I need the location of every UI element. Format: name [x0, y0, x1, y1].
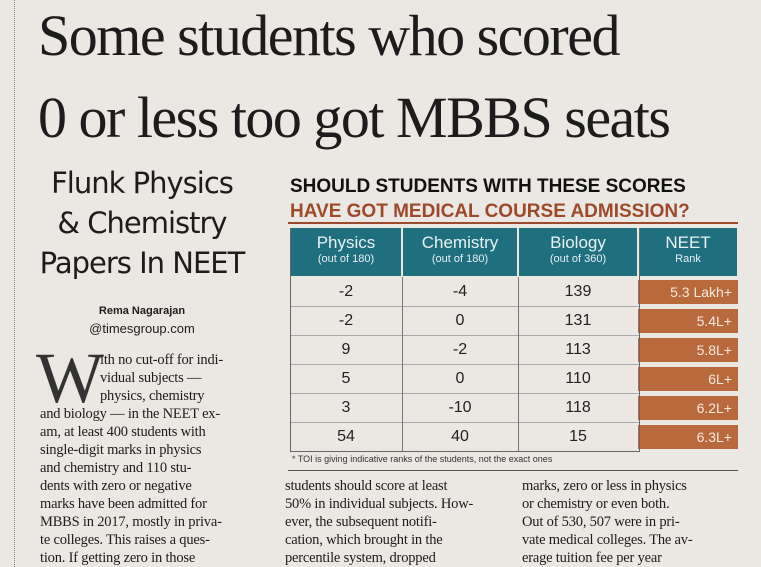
subhead: Papers In NEET [39, 246, 246, 280]
rank-cell: 6.2L+ [638, 396, 738, 420]
cell: -2 [338, 283, 354, 300]
body-line: vidual subjects — [100, 370, 202, 386]
body-line: ith no cut-off for indi- [100, 352, 223, 368]
left-rule [14, 0, 15, 567]
column-unit: (out of 180) [317, 253, 375, 265]
cell: 113 [565, 341, 591, 358]
cell: -4 [452, 283, 468, 300]
column-rule [402, 277, 403, 451]
table-frame [290, 228, 640, 452]
headline: 0 or less too got MBBS seats [38, 85, 671, 150]
byline-email: @timesgroup.com [89, 321, 195, 336]
column-rule [518, 277, 519, 451]
body-line: Out of 530, 507 were in pri- [522, 514, 680, 530]
body-line: and biology — in the NEET ex- [40, 406, 220, 422]
cell: 40 [451, 428, 469, 445]
drop-cap: W [36, 338, 104, 418]
rank-cell: 5.8L+ [638, 338, 738, 362]
table-title: SHOULD STUDENTS WITH THESE SCORES [290, 176, 686, 197]
cell: 110 [565, 370, 591, 387]
body-line: and chemistry and 110 stu- [40, 460, 192, 476]
cell: 131 [564, 312, 592, 329]
headline: Some students who scored [38, 3, 621, 68]
cell: 139 [564, 283, 592, 300]
cell: 118 [565, 399, 591, 416]
column-name: Chemistry [421, 233, 499, 252]
body-line: vate medical colleges. The av- [522, 532, 693, 548]
cell: 9 [341, 341, 351, 358]
column-name: NEET [665, 233, 711, 252]
cell: -2 [338, 312, 354, 329]
body-line: 50% in individual subjects. How- [285, 496, 474, 512]
footnote: * TOI is giving indicative ranks of the … [292, 454, 553, 464]
cell: 0 [455, 370, 465, 387]
body-line: MBBS in 2017, mostly in priva- [40, 514, 222, 530]
table-subtitle: HAVE GOT MEDICAL COURSE ADMISSION? [290, 201, 690, 222]
column-unit: (out of 180) [431, 253, 489, 265]
cell: 54 [337, 428, 355, 445]
byline-name: Rema Nagarajan [98, 305, 186, 317]
cell: -2 [452, 341, 468, 358]
subhead: & Chemistry [57, 206, 227, 240]
cell: 0 [455, 312, 465, 329]
column-header: NEET Rank [639, 228, 737, 276]
row-rule [290, 335, 640, 336]
body-line: tion. If getting zero in those [40, 550, 196, 566]
column-name: Biology [550, 233, 606, 252]
rank-cell: 5.3 Lakh+ [638, 280, 738, 304]
row-rule [290, 422, 640, 423]
cell: 3 [341, 399, 351, 416]
row-rule [290, 364, 640, 365]
body-line: am, at least 400 students with [40, 424, 206, 440]
column-unit: (out of 360) [549, 253, 607, 265]
body-line: dents with zero or negative [40, 478, 192, 494]
column-header: Physics (out of 180) [291, 228, 401, 276]
rank-cell: 6L+ [638, 367, 738, 391]
body-line: marks have been admitted for [40, 496, 207, 512]
column-unit: Rank [675, 253, 701, 265]
title-rule [288, 222, 738, 224]
column-name: Physics [316, 233, 376, 252]
cell: 5 [341, 370, 351, 387]
column-header: Biology (out of 360) [519, 228, 637, 276]
body-line: ever, the subsequent notifi- [285, 514, 437, 530]
cell: 15 [569, 428, 587, 445]
body-line: physics, chemistry [100, 388, 205, 404]
column-header: Chemistry (out of 180) [403, 228, 517, 276]
row-rule [290, 393, 640, 394]
body-line: students should score at least [285, 478, 448, 494]
row-rule [290, 306, 640, 307]
body-line: percentile system, dropped [285, 550, 436, 566]
subhead: Flunk Physics [51, 166, 234, 200]
cell: -10 [448, 399, 472, 416]
rank-cell: 5.4L+ [638, 309, 738, 333]
body-line: or chemistry or even both. [522, 496, 670, 512]
body-line: marks, zero or less in physics [522, 478, 687, 494]
body-line: cation, which brought in the [285, 532, 443, 548]
body-line: te colleges. This raises a ques- [40, 532, 210, 548]
footnote-rule [288, 470, 738, 471]
rank-cell: 6.3L+ [638, 425, 738, 449]
body-line: erage tuition fee per year [522, 550, 662, 566]
body-line: single-digit marks in physics [40, 442, 202, 458]
